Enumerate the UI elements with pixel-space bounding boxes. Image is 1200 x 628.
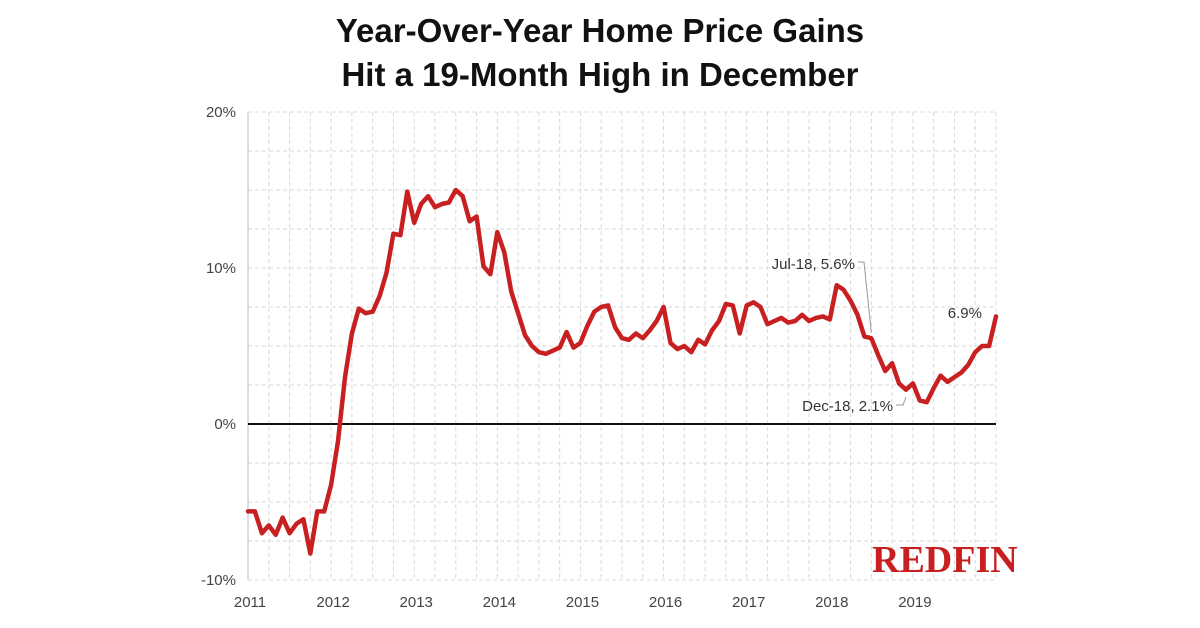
x-axis-tick-labels: 2011 2012 2013 2014 2015 2016 2017 2018 2019 xyxy=(234,594,932,611)
annotation-latest-value: 6.9% xyxy=(948,305,982,322)
y-tick-label: 20% xyxy=(206,104,236,121)
chart-title-line1: Year-Over-Year Home Price Gains xyxy=(335,12,865,49)
y-tick-label: 0% xyxy=(214,416,236,433)
x-tick-label: 2019 xyxy=(898,594,931,611)
series-group xyxy=(245,187,999,556)
annotation-leader-dec-18 xyxy=(896,397,907,406)
grid-lines xyxy=(247,111,997,581)
x-tick-label: 2016 xyxy=(649,594,682,611)
x-tick-label: 2017 xyxy=(732,594,765,611)
x-tick-label: 2013 xyxy=(400,594,433,611)
x-tick-label: 2014 xyxy=(483,594,516,611)
y-tick-label: -10% xyxy=(201,572,236,589)
annotations: Jul-18, 5.6% Dec-18, 2.1% 6.9% xyxy=(772,256,982,415)
series-line xyxy=(245,187,999,556)
redfin-logo: REDFIN xyxy=(872,539,1018,581)
chart-title-line2: Hit a 19-Month High in December xyxy=(341,56,859,93)
annotation-jul-18: Jul-18, 5.6% xyxy=(772,256,855,273)
annotation-leader-jul-18 xyxy=(858,261,872,333)
y-axis-tick-labels: 20% 10% 0% -10% xyxy=(201,104,236,589)
y-tick-label: 10% xyxy=(206,260,236,277)
x-tick-label: 2018 xyxy=(815,594,848,611)
x-tick-label: 2012 xyxy=(316,594,349,611)
x-tick-label: 2011 xyxy=(234,594,266,611)
annotation-dec-18: Dec-18, 2.1% xyxy=(802,398,893,415)
x-tick-label: 2015 xyxy=(566,594,599,611)
axes xyxy=(247,112,996,580)
